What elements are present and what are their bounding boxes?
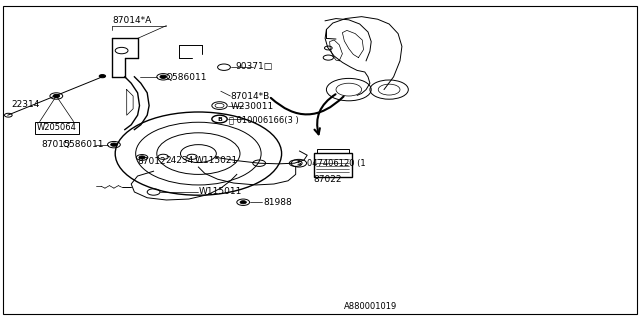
Circle shape [99, 75, 106, 78]
Text: 87012: 87012 [138, 157, 166, 166]
Circle shape [111, 143, 117, 146]
Text: B: B [217, 116, 222, 122]
Text: Ⓑ 010006166(3 ): Ⓑ 010006166(3 ) [229, 115, 299, 124]
Text: W205064: W205064 [37, 123, 77, 132]
Circle shape [53, 94, 60, 98]
Text: 24234: 24234 [165, 156, 193, 165]
Text: A880001019: A880001019 [344, 302, 397, 311]
Text: 87015: 87015 [42, 140, 70, 149]
Text: W230011: W230011 [230, 102, 274, 111]
Text: 87014*B: 87014*B [230, 92, 269, 101]
Text: W115021: W115021 [195, 156, 239, 165]
Bar [314, 153, 352, 177]
Text: S: S [296, 161, 301, 166]
Text: Q586011: Q586011 [165, 73, 207, 82]
Circle shape [160, 75, 166, 78]
Text: 047406120 (1: 047406120 (1 [307, 159, 366, 168]
Text: Q586011: Q586011 [63, 140, 104, 149]
Circle shape [240, 201, 246, 204]
Text: W115011: W115011 [198, 188, 242, 196]
Bar [35, 122, 79, 134]
Circle shape [139, 156, 145, 159]
Bar [317, 149, 349, 153]
Text: 87014*A: 87014*A [112, 16, 151, 25]
Text: 87022: 87022 [314, 175, 342, 184]
Text: 22314: 22314 [12, 100, 40, 108]
Text: 81988: 81988 [264, 198, 292, 207]
Text: 90371□: 90371□ [236, 62, 273, 71]
